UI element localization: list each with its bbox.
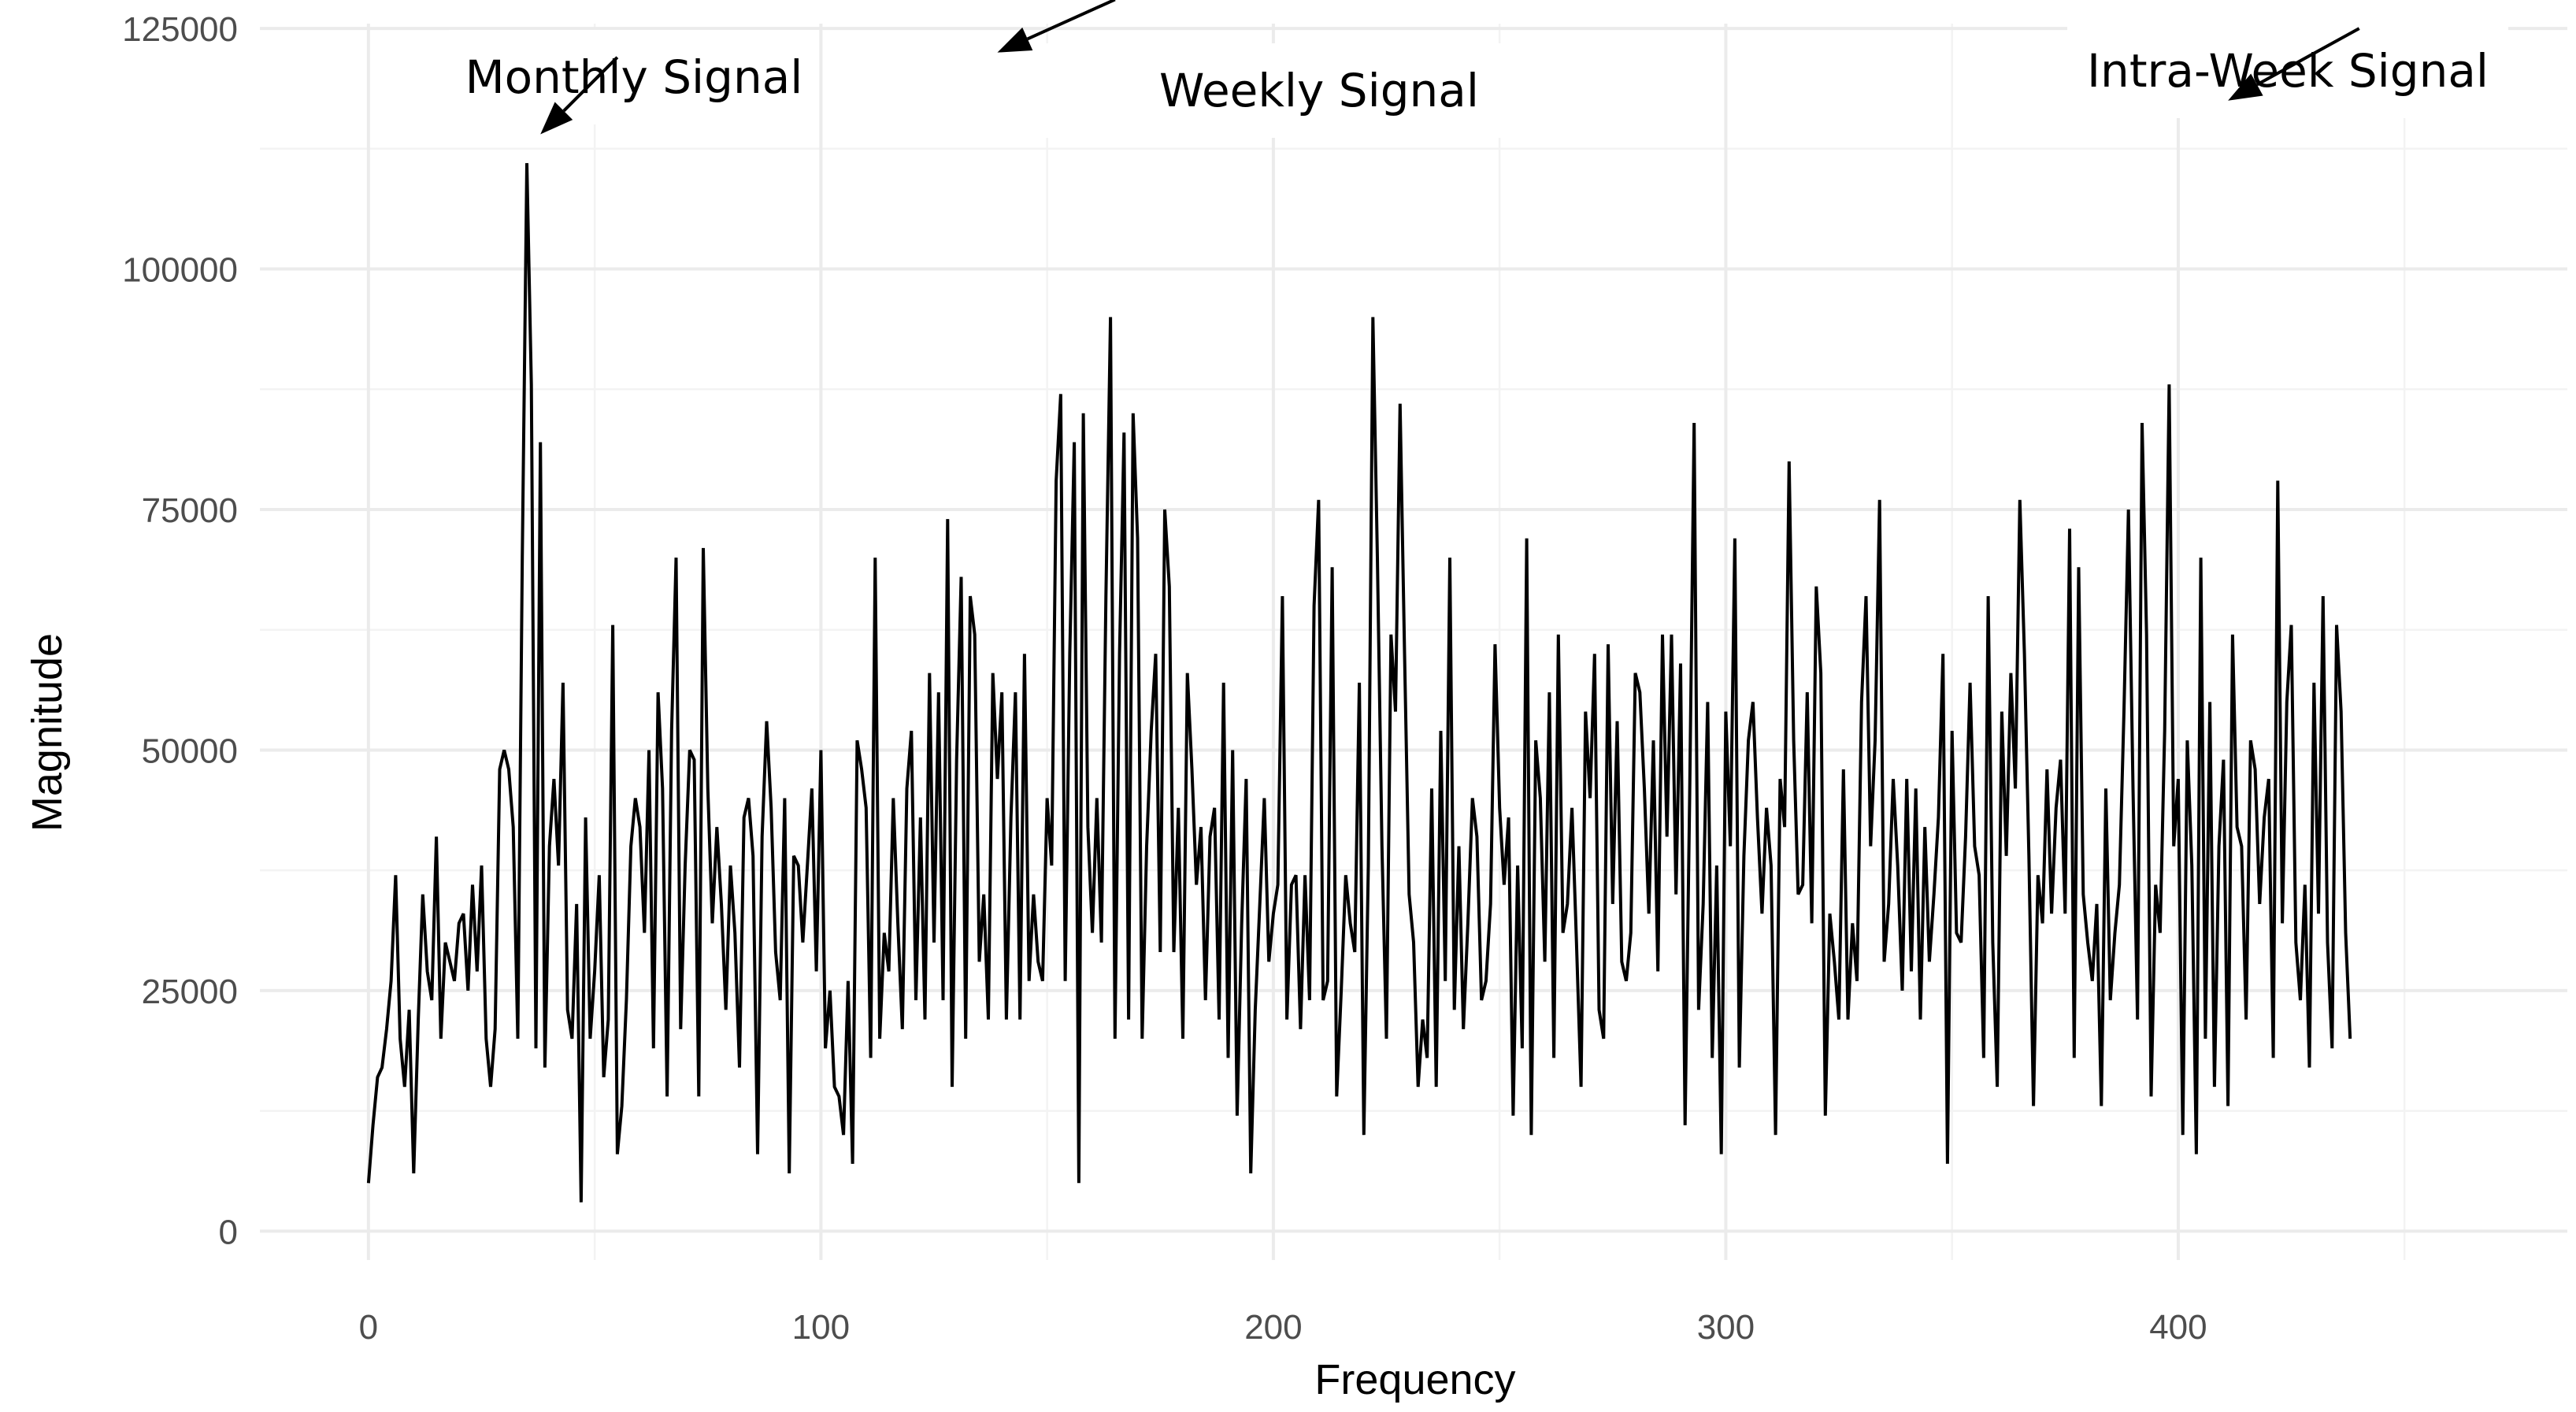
annotation-arrow-shaft — [2255, 27, 2360, 87]
y-tick-label: 75000 — [142, 491, 238, 530]
grid-lines — [260, 24, 2567, 1260]
annotation-arrow-head — [2228, 73, 2263, 101]
annotation-label: Weekly Signal — [1159, 64, 1479, 117]
y-tick-label: 125000 — [122, 10, 238, 49]
x-axis-tick-labels: 0 100 200 300 400 — [359, 1308, 2207, 1347]
annotation-arrow-head — [997, 27, 1033, 53]
y-axis-tick-labels: 0 25000 50000 75000 100000 125000 — [122, 10, 238, 1251]
magnitude-series-line — [366, 163, 2352, 1203]
x-tick-label: 400 — [2149, 1308, 2207, 1347]
x-tick-label: 0 — [359, 1308, 378, 1347]
x-tick-label: 200 — [1244, 1308, 1302, 1347]
annotation-label: Monthly Signal — [465, 50, 803, 104]
y-tick-label: 25000 — [142, 973, 238, 1011]
annotation-arrow-shaft — [562, 56, 619, 113]
annotation-label-background — [449, 30, 819, 124]
y-tick-label: 0 — [219, 1213, 238, 1251]
annotation-arrow-shaft — [1026, 0, 1116, 41]
x-tick-label: 100 — [792, 1308, 850, 1347]
y-tick-label: 100000 — [122, 251, 238, 290]
annotations: Monthly Signal Weekly Signal Intra-Week Si… — [449, 0, 2508, 138]
x-tick-label: 300 — [1697, 1308, 1755, 1347]
x-axis-title: Frequency — [1314, 1356, 1515, 1403]
y-axis-title: Magnitude — [24, 633, 71, 832]
annotation-label: Intra-Week Signal — [2087, 44, 2489, 98]
annotation-label-background — [992, 43, 1646, 138]
y-tick-label: 50000 — [142, 732, 238, 770]
annotation-label-background — [2067, 24, 2508, 118]
annotation-arrow-head — [540, 102, 573, 135]
